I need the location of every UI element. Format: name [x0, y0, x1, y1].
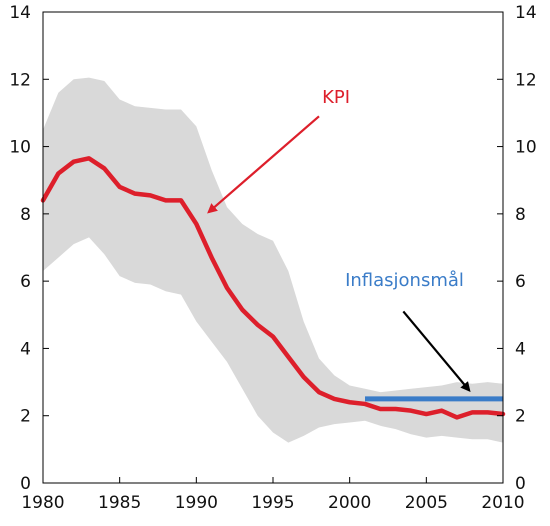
y-tick-label-right: 10 [515, 138, 537, 158]
y-tick-label-left: 8 [20, 205, 31, 225]
y-tick-label-right: 2 [515, 407, 526, 427]
y-tick-label-right: 14 [515, 3, 537, 23]
y-tick-label-left: 12 [9, 70, 31, 90]
annotation-label-kpi: KPI [322, 87, 350, 108]
band-layer [43, 77, 503, 443]
range-band [43, 77, 503, 443]
y-tick-label-right: 12 [515, 70, 537, 90]
x-tick-label: 2010 [481, 493, 524, 513]
annotation-label-target: Inflasjonsmål [345, 270, 464, 291]
y-tick-label-left: 2 [20, 407, 31, 427]
annotation-arrow-kpi [207, 115, 320, 214]
y-tick-label-left: 10 [9, 138, 31, 158]
y-tick-label-left: 6 [20, 272, 31, 292]
x-tick-label: 2000 [328, 493, 371, 513]
y-tick-label-right: 6 [515, 272, 526, 292]
y-tick-label-right: 4 [515, 339, 526, 359]
y-tick-label-left: 0 [20, 474, 31, 494]
annotations: KPI Inflasjonsmål [207, 87, 471, 393]
series-line-kpi [40, 156, 506, 420]
x-tick-label: 1995 [251, 493, 294, 513]
annotation-arrow-target [402, 310, 471, 393]
x-tick-label: 2005 [405, 493, 448, 513]
y-tick-label-left: 4 [20, 339, 31, 359]
axis-ticks: 0 0 2 2 4 4 6 6 8 8 10 10 12 12 14 14 1980 1985 1990 1995 20… [9, 3, 536, 513]
x-tick-label: 1985 [98, 493, 141, 513]
y-tick-label-right: 0 [515, 474, 526, 494]
x-tick-label: 1980 [21, 493, 64, 513]
y-tick-label-left: 14 [9, 3, 31, 23]
series-layer [40, 156, 506, 420]
y-tick-label-right: 8 [515, 205, 526, 225]
x-tick-label: 1990 [175, 493, 218, 513]
